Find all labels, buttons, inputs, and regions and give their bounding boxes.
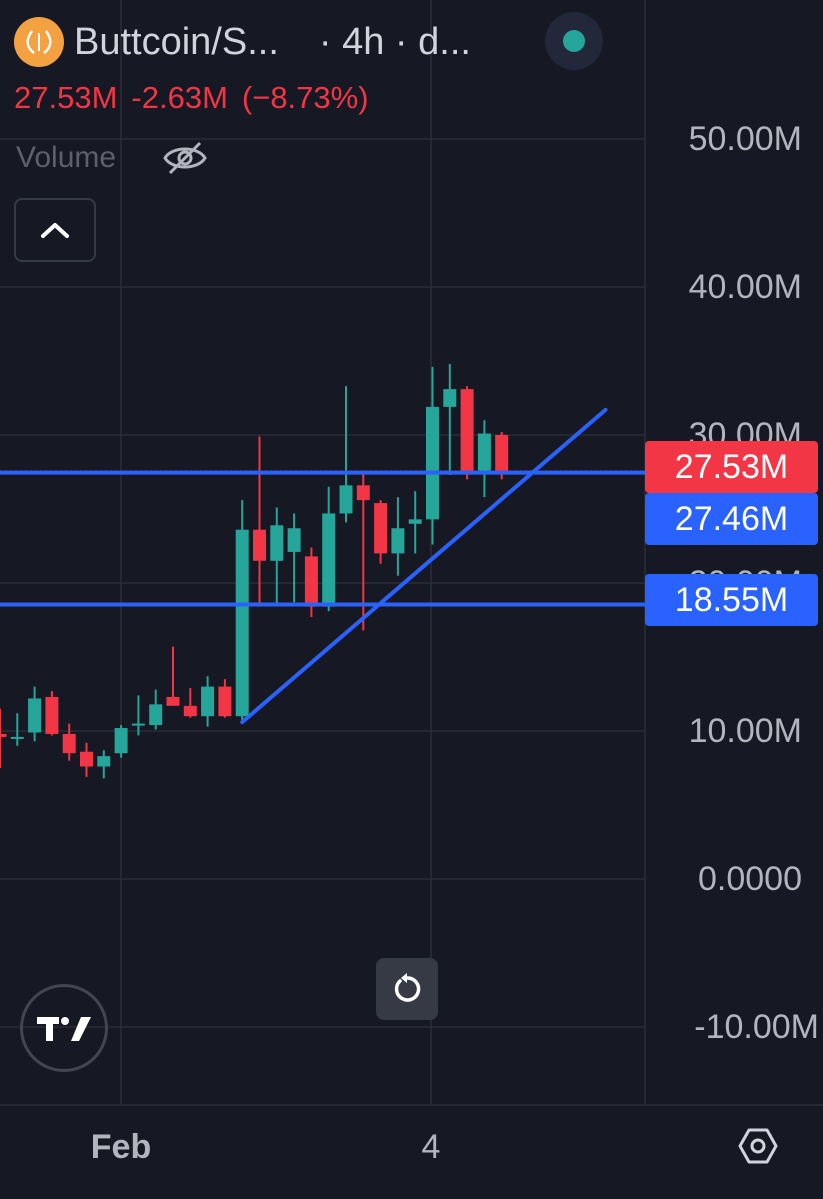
candle-body [253, 529, 266, 561]
trendline [240, 407, 608, 725]
candle-body [10, 736, 24, 739]
price-tick-label: 40.00M [688, 268, 802, 306]
tradingview-logo-icon[interactable] [20, 984, 108, 1072]
candle-body [304, 556, 318, 607]
candle-1 [10, 713, 24, 746]
candle-14 [235, 500, 249, 724]
candle-body [166, 696, 180, 706]
candle-body [149, 704, 163, 726]
candle-body [495, 435, 509, 472]
candle-body [391, 528, 405, 554]
reset-chart-button[interactable] [376, 958, 438, 1020]
candle-body [183, 705, 197, 717]
candle-body [201, 686, 215, 717]
price-tag-27.53M: 27.53M [645, 441, 818, 493]
price-tick-label: -10.00M [694, 1008, 819, 1046]
candle-body [443, 389, 457, 407]
price-tag-18.55M: 18.55M [645, 574, 818, 626]
eye-off-icon[interactable] [162, 140, 208, 176]
candle-body [460, 389, 474, 472]
candle-body [270, 525, 284, 561]
candle-16 [270, 507, 284, 606]
reset-icon [394, 973, 421, 1002]
chevron-up-icon [41, 223, 69, 238]
price-change: -2.63M [131, 80, 228, 115]
candle-6 [97, 750, 111, 779]
candle-body [218, 686, 232, 717]
candle-body [426, 406, 439, 520]
candle-body [374, 503, 388, 554]
candle-body [356, 485, 370, 501]
candle-19 [322, 486, 336, 612]
time-tick-label: Feb [90, 1128, 152, 1166]
candle-18 [304, 547, 318, 618]
candle-3 [45, 691, 59, 736]
candle-body [0, 733, 7, 737]
candle-body [477, 433, 491, 471]
candle-12 [201, 676, 215, 727]
candle-9 [149, 689, 163, 730]
price-change-percent: (−8.73%) [241, 80, 369, 115]
candle-25 [426, 366, 439, 545]
candle-10 [166, 646, 180, 706]
candle-body [28, 698, 42, 733]
candle-13 [218, 679, 232, 718]
candle-5 [80, 742, 93, 777]
candle-22 [374, 500, 388, 564]
candle-body [97, 756, 111, 767]
candle-11 [183, 688, 197, 718]
candle-2 [28, 686, 42, 742]
time-tick-label: 4 [421, 1128, 441, 1166]
candle-body [62, 733, 76, 754]
candle-7 [114, 725, 128, 758]
last-price: 27.53M [14, 80, 118, 115]
candle-body [114, 728, 128, 754]
price-tick-label: 50.00M [688, 120, 802, 158]
candle-body [408, 519, 422, 524]
candle-27 [460, 386, 474, 480]
candle-20 [339, 386, 353, 523]
candle-body [339, 485, 353, 514]
candle-24 [408, 491, 422, 554]
candle-15 [253, 436, 266, 607]
candle-17 [287, 513, 301, 603]
settings-icon [738, 1128, 778, 1164]
price-tag-27.46M: 27.46M [645, 493, 818, 545]
market-open-dot [563, 30, 585, 52]
volume-indicator-legend: Volume [16, 140, 208, 176]
candle-body [45, 696, 59, 734]
candle-body [322, 513, 336, 607]
interval-label: · 4h · d... [318, 20, 471, 63]
candle-body [80, 751, 93, 767]
market-status-indicator[interactable] [545, 12, 603, 70]
symbol-header[interactable]: Buttcoin/S... · 4h · d... [14, 14, 471, 70]
settings-button[interactable] [736, 1124, 780, 1168]
ohlc-summary: 27.53M -2.63M (−8.73%) [14, 80, 383, 116]
candle-23 [391, 497, 405, 576]
candle-body [287, 528, 301, 552]
volume-label: Volume [16, 141, 117, 174]
symbol-name: Buttcoin/S... [74, 20, 279, 63]
candle-28 [477, 420, 491, 498]
coin-logo-icon [14, 17, 64, 67]
candle-8 [131, 695, 145, 736]
price-tick-label: 0.0000 [698, 860, 802, 898]
candle-body [235, 529, 249, 717]
candle-26 [443, 363, 457, 475]
candle-body [131, 723, 145, 726]
price-tick-label: 10.00M [688, 712, 802, 750]
collapse-legend-button[interactable] [14, 198, 96, 262]
candle-4 [62, 723, 76, 761]
candle-0 [0, 708, 7, 768]
